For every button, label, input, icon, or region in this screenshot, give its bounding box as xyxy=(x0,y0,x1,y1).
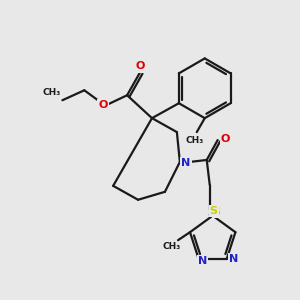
Text: N: N xyxy=(198,256,207,266)
Text: O: O xyxy=(135,61,145,71)
Text: CH₃: CH₃ xyxy=(42,88,60,97)
Text: N: N xyxy=(229,254,238,264)
Text: O: O xyxy=(221,134,230,144)
Text: O: O xyxy=(98,100,108,110)
Text: S: S xyxy=(213,207,221,217)
Text: CH₃: CH₃ xyxy=(186,136,204,145)
Text: N: N xyxy=(181,158,190,168)
Text: S: S xyxy=(210,206,218,216)
Text: CH₃: CH₃ xyxy=(163,242,181,251)
